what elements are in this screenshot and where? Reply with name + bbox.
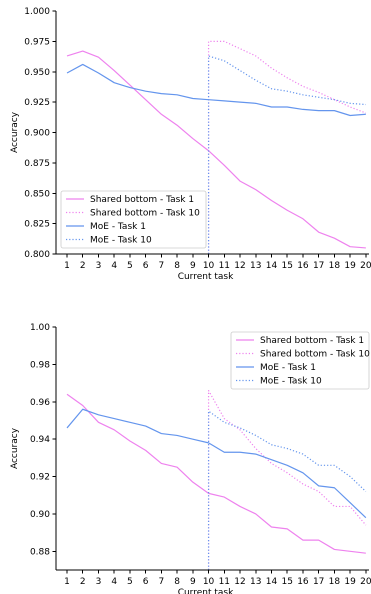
legend-label: MoE - Task 1 (90, 222, 146, 232)
x-tick-label: 15 (281, 261, 292, 271)
x-tick-label: 5 (127, 577, 133, 587)
x-tick-label: 5 (127, 261, 133, 271)
legend-label: Shared bottom - Task 10 (260, 350, 370, 360)
y-tick-label: 0.94 (30, 435, 50, 445)
x-tick-label: 3 (96, 261, 102, 271)
x-tick-label: 19 (344, 577, 356, 587)
x-tick-label: 18 (329, 261, 341, 271)
y-tick-label: 1.00 (30, 323, 50, 333)
chart-panel-1: 1 2 3 4 5 6 7 8 9 10 11 12 13 14 15 16 17 18 19 200.8000.82… (10, 7, 371, 282)
y-tick-label: 0.825 (24, 220, 50, 230)
y-tick-label: 0.90 (30, 510, 50, 520)
series-line-4 (207, 55, 366, 254)
legend-label: Shared bottom - Task 1 (260, 336, 364, 346)
x-tick-label: 17 (313, 577, 324, 587)
x-tick-label: 4 (111, 577, 117, 587)
y-tick-label: 0.88 (30, 547, 50, 557)
series-line-3 (66, 63, 366, 117)
x-tick-label: 8 (174, 261, 180, 271)
x-tick-label: 11 (219, 261, 230, 271)
legend: Shared bottom - Task 1 Shared bottom - Ta… (230, 331, 370, 390)
legend-box (60, 190, 207, 249)
x-tick-label: 17 (313, 261, 324, 271)
legend-label: MoE - Task 1 (260, 363, 316, 373)
x-axis-title: Current task (178, 272, 234, 282)
y-tick-label: 0.98 (30, 360, 50, 370)
x-tick-label: 11 (219, 577, 230, 587)
x-tick-label: 9 (190, 261, 196, 271)
x-tick-label: 6 (143, 261, 149, 271)
y-tick-label: 0.950 (24, 68, 50, 78)
x-tick-label: 4 (111, 261, 117, 271)
series-line-1 (66, 50, 366, 249)
y-tick-label: 0.96 (30, 398, 50, 408)
x-tick-label: 12 (234, 577, 245, 587)
series-line-2 (207, 40, 367, 254)
y-tick-label: 0.875 (24, 159, 50, 169)
x-tick-label: 14 (266, 577, 278, 587)
x-tick-label: 7 (159, 577, 165, 587)
y-tick-label: 0.800 (24, 250, 50, 260)
chart-panel-2: 1 2 3 4 5 6 7 8 9 10 11 12 13 14 15 16 17 18 19 200.880.900… (10, 323, 371, 594)
x-tick-label: 19 (344, 261, 356, 271)
x-tick-label: 16 (297, 577, 309, 587)
series-line-4 (207, 410, 367, 570)
y-tick-label: 0.92 (30, 473, 50, 483)
x-tick-label: 10 (203, 261, 215, 271)
x-tick-label: 14 (266, 261, 278, 271)
y-axis-title: Accuracy (10, 427, 20, 469)
x-tick-label: 8 (174, 577, 180, 587)
legend-label: Shared bottom - Task 10 (90, 209, 200, 219)
x-tick-label: 3 (96, 577, 102, 587)
x-tick-label: 12 (234, 261, 245, 271)
y-tick-label: 0.925 (24, 98, 50, 108)
legend-box (230, 331, 370, 390)
x-axis-title: Current task (178, 588, 234, 594)
x-tick-label: 18 (329, 577, 341, 587)
series-line-2 (207, 389, 367, 570)
x-tick-label: 16 (297, 261, 309, 271)
x-tick-label: 7 (159, 261, 165, 271)
x-tick-label: 10 (203, 577, 215, 587)
x-tick-label: 1 (64, 577, 70, 587)
y-tick-label: 0.900 (24, 129, 50, 139)
y-axis-title: Accuracy (10, 111, 20, 153)
x-tick-label: 1 (64, 261, 70, 271)
x-tick-label: 15 (281, 577, 292, 587)
x-tick-label: 13 (250, 261, 261, 271)
x-tick-label: 9 (190, 577, 196, 587)
series-line-1 (66, 393, 366, 554)
x-tick-label: 6 (143, 577, 149, 587)
x-tick-label: 20 (360, 577, 371, 587)
y-tick-label: 1.000 (24, 7, 50, 17)
series-line-3 (66, 408, 367, 519)
legend-label: Shared bottom - Task 1 (90, 195, 194, 205)
legend-label: MoE - Task 10 (90, 236, 152, 246)
x-tick-label: 20 (360, 261, 371, 271)
legend: Shared bottom - Task 1 Shared bottom - Ta… (60, 190, 207, 249)
x-tick-label: 2 (80, 577, 86, 587)
x-tick-label: 13 (250, 577, 261, 587)
legend-label: MoE - Task 10 (260, 377, 322, 387)
x-tick-label: 2 (80, 261, 86, 271)
y-tick-label: 0.850 (24, 189, 50, 199)
y-tick-label: 0.975 (24, 37, 50, 47)
